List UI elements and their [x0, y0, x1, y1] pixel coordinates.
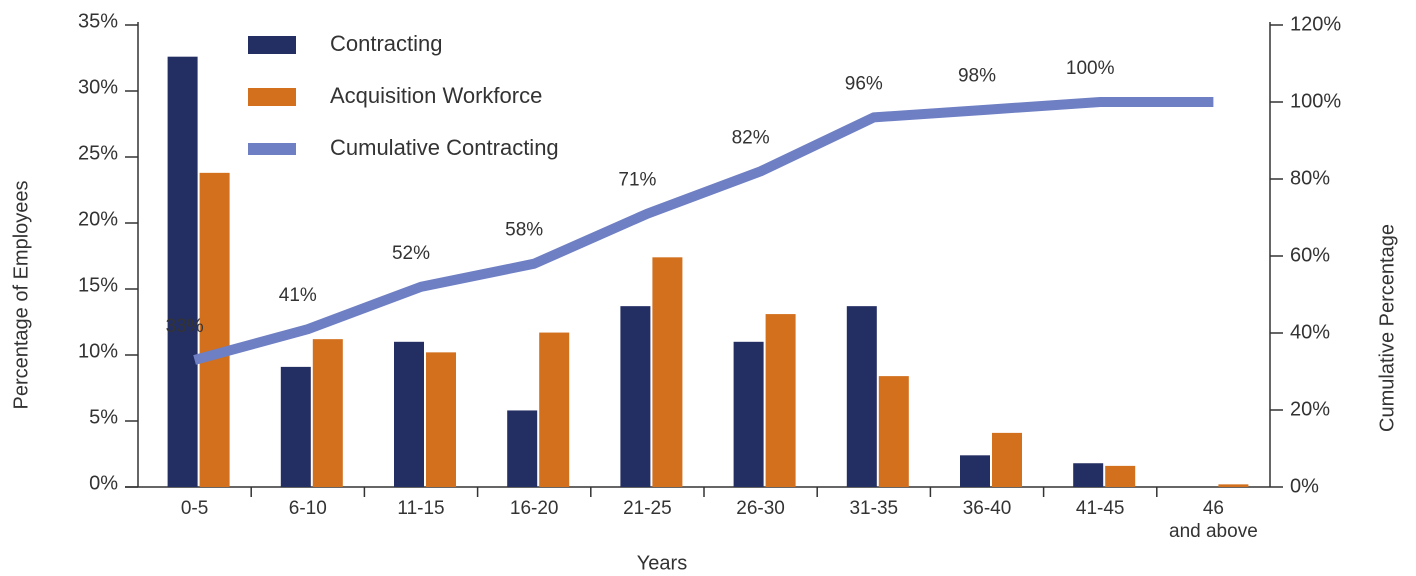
x-tick-label: 41-45 — [1075, 498, 1125, 519]
legend-label: Contracting — [330, 31, 443, 56]
y-tick-label: 25% — [78, 142, 118, 164]
y-axis-title: Percentage of Employees — [10, 180, 32, 409]
bar — [652, 257, 683, 487]
y2-tick-label: 120% — [1290, 13, 1341, 35]
y-tick-label: 20% — [78, 208, 118, 230]
legend-label: Cumulative Contracting — [330, 135, 559, 160]
legend-label: Acquisition Workforce — [330, 83, 542, 108]
x-tick-label: 16-20 — [509, 498, 559, 519]
y-tick-label: 15% — [78, 274, 118, 296]
bar — [1073, 463, 1104, 487]
x-tick-label: 31-35 — [849, 498, 899, 519]
legend-swatch — [248, 143, 296, 155]
data-label: 41% — [279, 285, 317, 306]
bar — [846, 306, 877, 487]
y2-tick-label: 80% — [1290, 167, 1330, 189]
bar — [1218, 484, 1249, 487]
y2-tick-label: 40% — [1290, 321, 1330, 343]
line — [193, 97, 1214, 365]
y2-tick-label: 20% — [1290, 398, 1330, 420]
y-tick-label: 5% — [89, 406, 118, 428]
bar — [426, 352, 456, 487]
data-label: 98% — [958, 66, 996, 87]
data-label: 96% — [845, 73, 883, 94]
x-tick-label: 26-30 — [736, 498, 785, 519]
data-label: 33% — [166, 316, 204, 337]
bar — [960, 455, 990, 487]
y-tick-label: 35% — [78, 10, 118, 32]
bar — [1105, 465, 1136, 487]
data-label: 100% — [1066, 58, 1115, 79]
bar — [733, 341, 764, 487]
bar — [312, 339, 343, 487]
legend-swatch — [248, 36, 296, 54]
x-tick-label: 6-10 — [288, 498, 327, 519]
bar — [992, 432, 1022, 487]
y-tick-label: 30% — [78, 76, 118, 98]
x-axis-title: Years — [637, 552, 687, 574]
bar — [539, 332, 570, 487]
x-tick-label: 21-25 — [623, 498, 672, 519]
data-label: 52% — [392, 243, 430, 264]
data-label: 71% — [618, 170, 656, 191]
x-tick-label: 11-15 — [397, 498, 445, 519]
y2-tick-label: 0% — [1290, 475, 1319, 497]
y-tick-label: 0% — [89, 472, 118, 494]
data-label: 82% — [732, 127, 770, 148]
x-tick-label: 36-40 — [962, 498, 1012, 519]
legend-swatch — [248, 88, 296, 106]
data-label: 58% — [505, 220, 543, 241]
bar — [280, 366, 311, 487]
bar — [507, 410, 538, 487]
x-tick-label: 0-5 — [180, 498, 209, 519]
y2-tick-label: 60% — [1290, 244, 1330, 266]
bar — [167, 56, 198, 488]
y-tick-label: 10% — [78, 340, 118, 362]
y2-axis-title: Cumulative Percentage — [1376, 224, 1398, 432]
bar — [620, 306, 651, 487]
bar — [878, 376, 909, 487]
bar — [394, 341, 424, 487]
y2-tick-label: 100% — [1290, 90, 1341, 112]
bar — [765, 314, 796, 487]
bar — [199, 172, 230, 487]
x-tick-label: 46 and above — [1169, 498, 1258, 542]
